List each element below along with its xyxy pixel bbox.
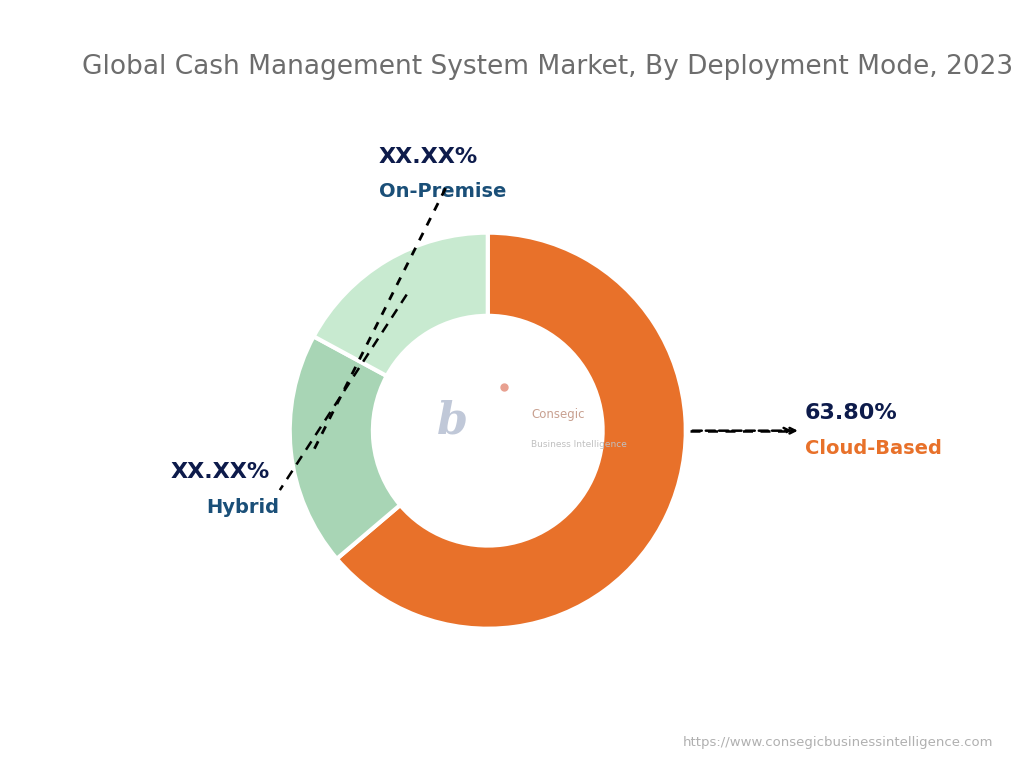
Wedge shape [337,233,686,629]
Wedge shape [290,336,400,559]
Text: Business Intelligence: Business Intelligence [531,440,628,449]
Text: XX.XX%: XX.XX% [171,462,270,482]
Circle shape [374,317,602,545]
Wedge shape [313,233,487,376]
Text: b: b [436,399,468,442]
Text: 63.80%: 63.80% [805,403,897,423]
Text: XX.XX%: XX.XX% [379,147,478,167]
Text: https://www.consegicbusinessintelligence.com: https://www.consegicbusinessintelligence… [683,736,993,749]
Text: On-Premise: On-Premise [379,181,506,200]
Text: Global Cash Management System Market, By Deployment Mode, 2023: Global Cash Management System Market, By… [82,54,1013,80]
Text: Cloud-Based: Cloud-Based [805,439,941,458]
Text: Consegic: Consegic [531,409,585,422]
Text: Hybrid: Hybrid [207,498,280,518]
